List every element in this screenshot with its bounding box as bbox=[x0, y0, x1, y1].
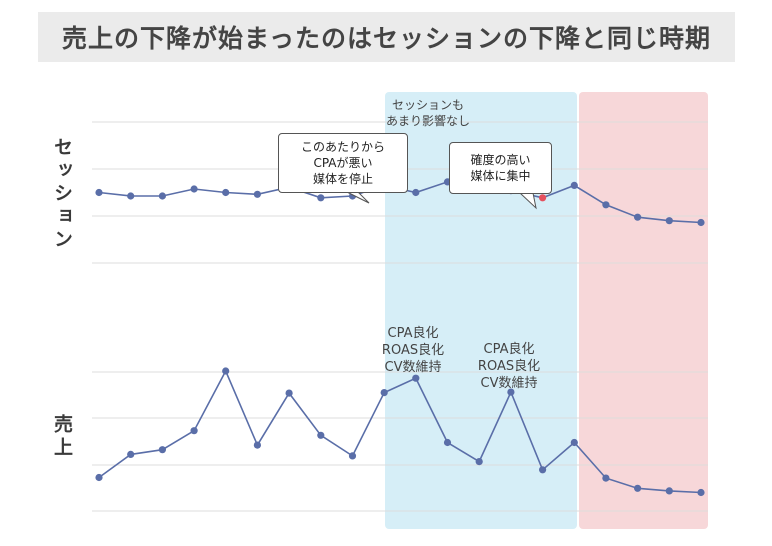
sales-point-4 bbox=[190, 427, 198, 435]
sales-point-9 bbox=[348, 452, 357, 460]
sales-axis-label: 売上 bbox=[51, 414, 73, 460]
sales-point-12 bbox=[443, 438, 452, 447]
session-point-19 bbox=[665, 217, 673, 225]
sales-point-6 bbox=[253, 441, 261, 449]
sales-point-11 bbox=[412, 374, 420, 382]
callout-tail-1 bbox=[346, 191, 370, 204]
session-point-4 bbox=[190, 185, 198, 193]
sales-plot bbox=[95, 367, 705, 497]
sales-line bbox=[98, 369, 702, 494]
sales-point-17 bbox=[602, 474, 610, 482]
sales-point-19 bbox=[665, 487, 673, 495]
sales-point-15 bbox=[539, 466, 547, 474]
sales-point-10 bbox=[380, 389, 388, 397]
session-point-3 bbox=[158, 192, 166, 200]
session-point-6 bbox=[253, 190, 261, 198]
callout-stop-media: このあたりから CPAが悪い 媒体を停止 bbox=[278, 133, 408, 193]
sales-note-2: CPA良化 ROAS良化 CV数維持 bbox=[477, 342, 541, 391]
sales-point-7 bbox=[285, 389, 293, 397]
callout-focus-media: 確度の高い 媒体に集中 bbox=[449, 142, 552, 194]
sales-point-18 bbox=[634, 484, 642, 492]
title-bar: 売上の下降が始まったのはセッションの下降と同じ時期 bbox=[38, 12, 735, 62]
session-point-18 bbox=[634, 213, 642, 221]
sales-point-13 bbox=[475, 458, 483, 466]
sales-point-1 bbox=[95, 473, 103, 482]
sales-point-16 bbox=[570, 438, 578, 447]
session-point-11 bbox=[412, 188, 420, 197]
session-point-16 bbox=[570, 181, 578, 189]
session-point-17 bbox=[602, 201, 610, 209]
session-point-1 bbox=[95, 188, 103, 197]
sales-point-5 bbox=[222, 367, 230, 375]
sales-point-3 bbox=[158, 446, 166, 454]
sales-point-14 bbox=[507, 388, 515, 396]
session-point-15 bbox=[539, 194, 547, 202]
session-axis-label: セッション bbox=[51, 137, 73, 252]
session-point-8 bbox=[317, 194, 325, 202]
session-point-20 bbox=[697, 218, 705, 227]
session-point-2 bbox=[127, 192, 135, 200]
grid-lines bbox=[92, 121, 708, 512]
session-note: セッションも あまり影響なし bbox=[385, 98, 470, 128]
pink-band bbox=[579, 92, 708, 529]
sales-point-20 bbox=[697, 488, 705, 497]
sales-note-1: CPA良化 ROAS良化 CV数維持 bbox=[381, 326, 445, 375]
session-point-5 bbox=[222, 188, 230, 197]
callout-tail-2 bbox=[519, 192, 537, 210]
sales-point-8 bbox=[317, 431, 325, 439]
chart-title: 売上の下降が始まったのはセッションの下降と同じ時期 bbox=[61, 24, 711, 53]
sales-point-2 bbox=[127, 450, 135, 458]
